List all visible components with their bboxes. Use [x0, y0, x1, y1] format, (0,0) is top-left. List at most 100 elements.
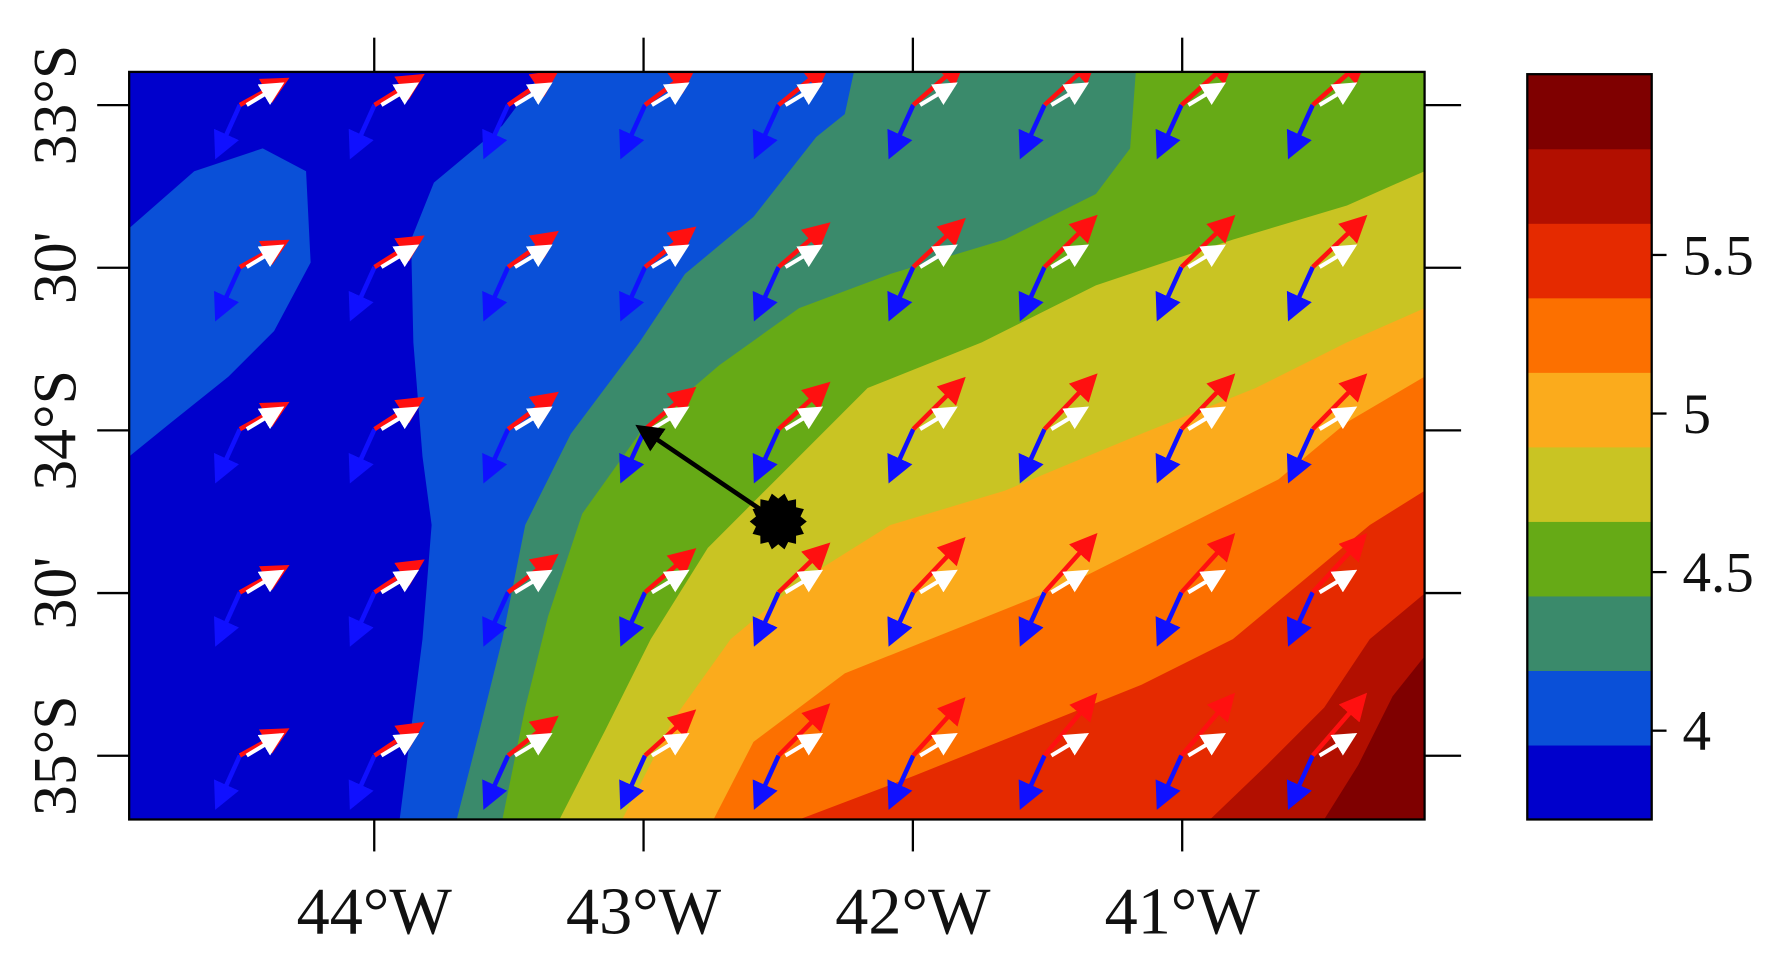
vector-white — [784, 82, 824, 107]
vector-white — [380, 244, 420, 269]
vector-white — [1187, 244, 1226, 269]
vector-red — [1042, 373, 1098, 431]
vector-blue — [1286, 428, 1315, 484]
vector-blue — [619, 591, 648, 647]
vector-white — [513, 244, 553, 269]
vector-white — [1050, 732, 1090, 758]
vector-white — [1050, 82, 1090, 107]
vector-red — [777, 542, 831, 594]
vector-white — [784, 406, 824, 431]
vector-white — [380, 406, 420, 431]
vector-red — [911, 536, 966, 594]
vector-blue — [482, 266, 511, 322]
vector-red — [911, 697, 966, 758]
vector-white — [1050, 569, 1090, 595]
vector-blue — [348, 754, 377, 810]
vector-blue — [348, 266, 377, 322]
vector-white — [245, 406, 285, 431]
x-tick-label: 44°W — [297, 876, 453, 949]
vector-blue — [1155, 266, 1184, 322]
colorbar-band — [1527, 297, 1652, 373]
vector-blue — [752, 754, 781, 810]
vector-white — [919, 244, 958, 269]
vector-blue — [1018, 266, 1047, 322]
vector-blue — [752, 591, 781, 647]
vector-blue — [619, 266, 648, 322]
colorbar-band — [1527, 521, 1652, 597]
vector-white — [245, 82, 285, 107]
vector-red — [1179, 533, 1236, 594]
vector-blue — [214, 428, 242, 484]
vector-white — [784, 569, 824, 595]
vector-white — [1318, 732, 1358, 758]
vector-blue — [1155, 104, 1184, 160]
vector-blue — [348, 104, 377, 160]
vector-white — [1187, 732, 1226, 758]
vector-white — [919, 406, 958, 431]
vector-white — [380, 82, 420, 107]
vector-white — [245, 244, 285, 269]
vector-white — [1318, 244, 1358, 269]
vector-blue — [887, 266, 916, 322]
y-tick-label: 35°S — [22, 695, 90, 816]
vector-red — [1042, 214, 1098, 269]
vector-blue — [482, 428, 511, 484]
vector-blue — [752, 428, 781, 484]
vector-white — [1050, 244, 1090, 269]
vector-white — [650, 569, 690, 595]
vector-red — [1042, 533, 1098, 594]
vector-white — [1187, 569, 1226, 595]
vector-white — [513, 732, 553, 758]
vector-blue — [214, 591, 242, 647]
vector-red — [1179, 71, 1236, 107]
vector-blue — [1286, 591, 1315, 647]
vector-blue — [348, 428, 377, 484]
colorbar-band — [1527, 223, 1652, 299]
vector-white — [1318, 569, 1358, 595]
colorbar-band — [1527, 74, 1652, 150]
vector-blue — [1018, 428, 1047, 484]
vector-white — [513, 82, 553, 107]
vector-white — [1187, 82, 1226, 107]
x-tick-label: 41°W — [1105, 876, 1261, 949]
colorbar-band — [1527, 670, 1652, 746]
vector-blue — [1286, 104, 1315, 160]
vector-blue — [887, 754, 916, 810]
vector-white — [919, 569, 958, 595]
vector-white — [919, 732, 958, 758]
vector-blue — [1155, 428, 1184, 484]
vector-red — [1179, 214, 1236, 269]
vector-blue — [1286, 266, 1315, 322]
colorbar-label: 4.5 — [1683, 542, 1754, 605]
vector-red — [911, 217, 966, 269]
vector-blue — [482, 104, 511, 160]
colorbar-band — [1527, 744, 1652, 821]
vector-red — [1311, 373, 1368, 431]
x-tick-label: 43°W — [566, 876, 722, 949]
vector-blue — [1018, 754, 1047, 810]
vector-white — [380, 569, 420, 595]
vector-blue — [887, 591, 916, 647]
y-tick-label: 30' — [22, 557, 90, 630]
vector-red — [776, 703, 831, 758]
vector-red — [1042, 692, 1098, 758]
vector-red — [1311, 692, 1368, 758]
vector-blue — [348, 591, 377, 647]
x-tick-label: 42°W — [835, 876, 991, 949]
vector-white — [1318, 82, 1358, 107]
colorbar-label: 5 — [1683, 383, 1712, 446]
vector-red — [1179, 692, 1236, 758]
vector-red — [1042, 71, 1098, 107]
vector-blue — [214, 754, 242, 810]
vector-blue — [482, 591, 511, 647]
storm-arrow — [635, 424, 780, 524]
vector-blue — [887, 104, 916, 160]
vector-blue — [1018, 104, 1047, 160]
vector-white — [1318, 406, 1358, 431]
vector-white — [784, 244, 824, 269]
vector-white — [513, 406, 553, 431]
storm-marker — [749, 493, 807, 550]
vector-white — [784, 732, 824, 758]
